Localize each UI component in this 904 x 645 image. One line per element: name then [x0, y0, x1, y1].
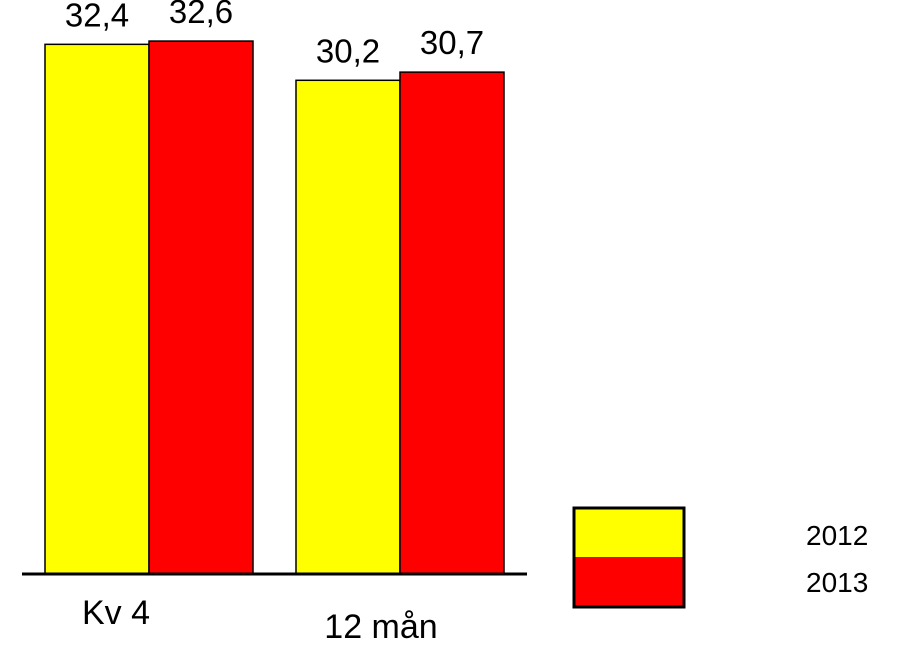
bar-2013-1	[399, 71, 505, 575]
bar-2013-0	[148, 40, 254, 575]
legend-swatch-2013	[574, 557, 684, 607]
bars-layer	[44, 40, 505, 575]
legend-box-border	[572, 506, 686, 609]
value-label-2012-0: 32,4	[65, 0, 129, 33]
category-label-12-man: 12 mån	[324, 608, 437, 645]
bar-2012-0	[44, 43, 150, 575]
value-label-2013-0: 32,6	[169, 0, 233, 30]
value-label-2012-1: 30,2	[316, 32, 380, 69]
category-label-kv4: Kv 4	[82, 594, 150, 632]
value-label-2013-1: 30,7	[420, 24, 484, 61]
value-labels-layer: 32,4 32,6 30,2 30,7	[65, 0, 484, 69]
legend: 2012 2013	[572, 506, 868, 609]
bar-2012-1	[295, 79, 401, 575]
legend-label-2012: 2012	[806, 520, 868, 551]
legend-swatch-2012	[574, 508, 684, 557]
category-labels-layer: Kv 4 12 mån	[82, 594, 438, 645]
legend-label-2013: 2013	[806, 567, 868, 598]
